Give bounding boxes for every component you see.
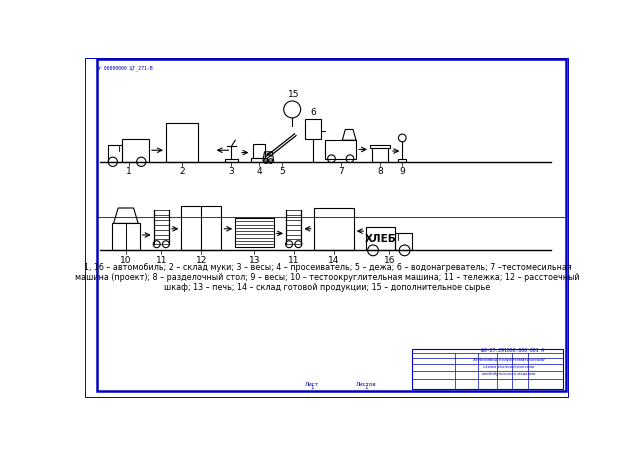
Text: 3: 3: [229, 167, 234, 176]
Bar: [412, 349, 563, 389]
Bar: [182, 206, 222, 250]
Text: У 00000000 ЦГ_271-B: У 00000000 ЦГ_271-B: [98, 66, 153, 71]
Bar: [326, 140, 356, 159]
Bar: [235, 218, 274, 247]
Text: 1, 16 – автомобиль; 2 – склад муки; 3 – весы; 4 – просеиватель; 5 – дежа; 6 – во: 1, 16 – автомобиль; 2 – склад муки; 3 – …: [83, 263, 571, 272]
Text: 15: 15: [288, 90, 299, 99]
Bar: [366, 227, 396, 250]
Text: 13: 13: [248, 256, 261, 265]
Text: Хлебозавод полуавтоматический: Хлебозавод полуавтоматический: [472, 358, 545, 362]
Text: 7: 7: [338, 167, 343, 176]
Text: 1: 1: [126, 167, 132, 176]
Text: 11: 11: [288, 256, 299, 265]
Text: 16: 16: [383, 256, 395, 265]
Bar: [252, 158, 267, 162]
Text: 2: 2: [179, 167, 185, 176]
Text: 14: 14: [328, 256, 340, 265]
Text: ФО-27.291000.000 001 А: ФО-27.291000.000 001 А: [481, 348, 544, 353]
Bar: [166, 123, 198, 162]
Text: шкаф; 13 – печь; 14 – склад готовой продукции; 15 – дополнительное сырье: шкаф; 13 – печь; 14 – склад готовой прод…: [164, 284, 490, 292]
Text: ХЛЕБ: ХЛЕБ: [365, 234, 397, 244]
Text: 11: 11: [155, 256, 167, 265]
Text: 1: 1: [310, 386, 314, 391]
Bar: [108, 145, 122, 162]
Text: 10: 10: [120, 256, 132, 265]
Text: хлебобулочного изделия: хлебобулочного изделия: [482, 372, 536, 376]
Bar: [305, 119, 320, 139]
Text: 12: 12: [196, 256, 207, 265]
Text: машина (проект); 8 – разделочный стол; 9 – весы; 10 – тестоокруглительная машина: машина (проект); 8 – разделочный стол; 9…: [75, 274, 580, 283]
Text: схема технологическая: схема технологическая: [483, 365, 534, 369]
Bar: [314, 208, 354, 250]
Bar: [370, 145, 390, 148]
Bar: [396, 234, 412, 250]
Bar: [225, 159, 238, 162]
Bar: [253, 144, 265, 158]
Text: 5: 5: [279, 167, 285, 176]
Text: 6: 6: [310, 108, 316, 117]
Text: 8: 8: [377, 167, 383, 176]
Text: 9: 9: [399, 167, 405, 176]
Bar: [122, 139, 149, 162]
Bar: [112, 223, 140, 250]
Text: 4: 4: [256, 167, 262, 176]
Text: Лист: Лист: [305, 382, 319, 387]
Text: Листов: Листов: [356, 382, 376, 387]
Text: 1: 1: [364, 386, 368, 391]
Bar: [399, 159, 406, 162]
